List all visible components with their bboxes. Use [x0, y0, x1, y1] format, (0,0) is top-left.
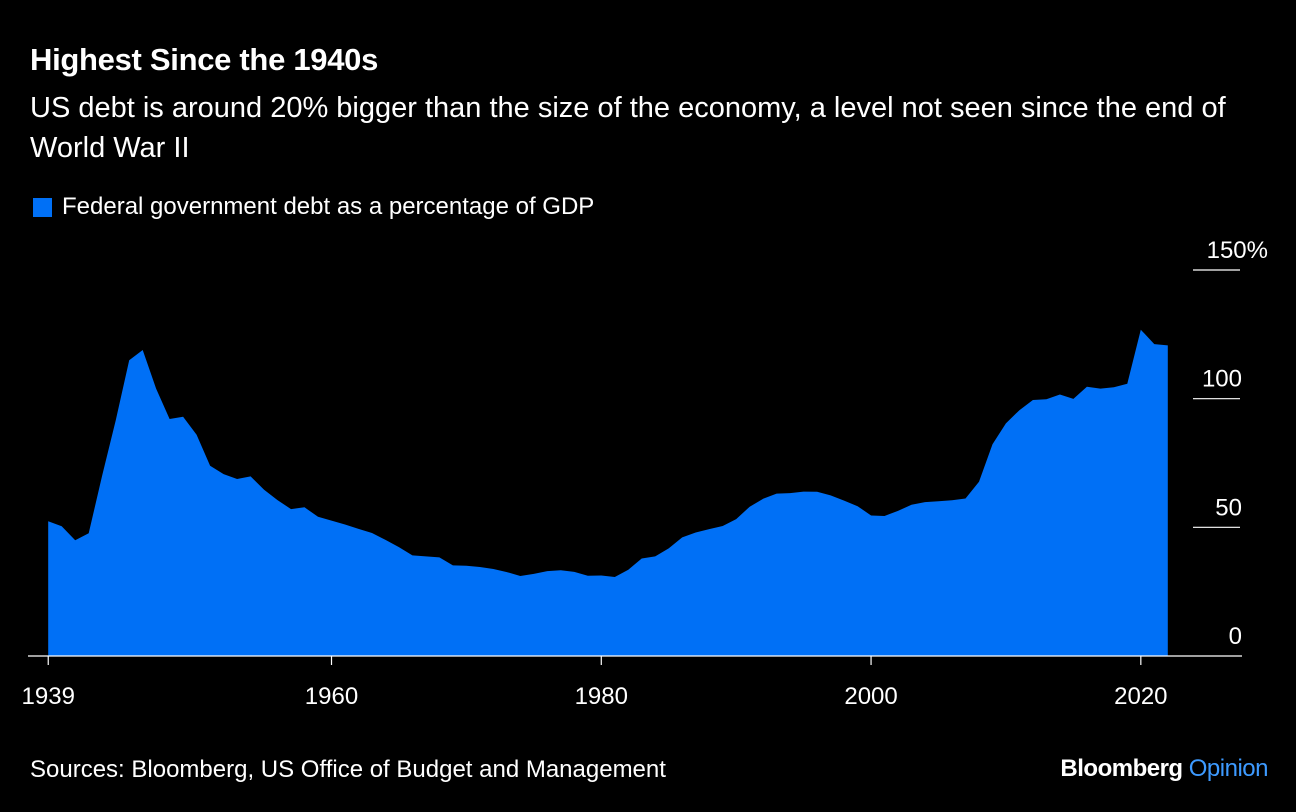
y-tick-label: 150% — [1207, 237, 1268, 264]
series-area-debt-to-gdp — [48, 329, 1168, 656]
x-axis-ticks: 1939 1960 1980 2000 2020 — [22, 656, 1168, 710]
x-tick-label: 2020 — [1114, 683, 1167, 710]
brand-opinion: Opinion — [1188, 755, 1269, 782]
x-tick-label: 1980 — [575, 683, 628, 710]
chart-subtitle: US debt is around 20% bigger than the si… — [30, 92, 1226, 164]
brand-bloomberg: Bloomberg — [1060, 755, 1183, 782]
y-axis-ticks: 0 50 100 150% — [1193, 237, 1268, 650]
source-note: Sources: Bloomberg, US Office of Budget … — [30, 756, 666, 783]
y-tick-label: 100 — [1202, 366, 1242, 393]
legend: Federal government debt as a percentage … — [33, 193, 594, 221]
brand-logo: Bloomberg Opinion — [1060, 755, 1268, 783]
y-tick-label: 0 — [1229, 623, 1242, 650]
chart-title: Highest Since the 1940s — [30, 42, 379, 77]
x-tick-label: 2000 — [844, 683, 897, 710]
y-tick-label: 50 — [1215, 494, 1242, 521]
x-tick-label: 1939 — [22, 683, 75, 710]
legend-label: Federal government debt as a percentage … — [62, 193, 595, 220]
legend-swatch — [33, 197, 52, 217]
x-tick-label: 1960 — [305, 683, 358, 710]
